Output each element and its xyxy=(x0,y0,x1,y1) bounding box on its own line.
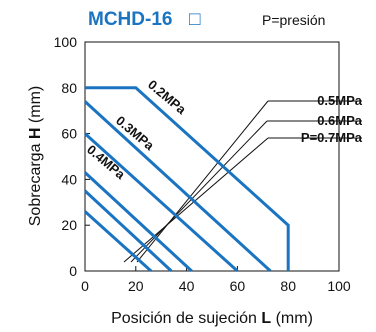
leader-line xyxy=(123,137,269,263)
series-line xyxy=(83,171,193,273)
y-tick-label: 60 xyxy=(61,126,77,142)
chart-title: MCHD-16 xyxy=(88,9,172,30)
y-tick-label: 80 xyxy=(61,80,77,96)
series-label: P=0.7MPa xyxy=(301,130,363,145)
y-axis-ticks: 0 20 40 60 80 100 xyxy=(54,34,90,279)
x-tick-label: 20 xyxy=(128,278,144,294)
x-tick-label: 60 xyxy=(230,278,246,294)
x-tick-label: 0 xyxy=(81,278,89,294)
plot-area xyxy=(84,41,340,272)
y-tick-label: 100 xyxy=(54,34,78,50)
leader-line xyxy=(136,100,269,263)
series-line xyxy=(83,189,173,273)
x-axis-label: Posición de sujeción L (mm) xyxy=(111,310,313,327)
series-line xyxy=(83,132,239,273)
y-tick-label: 40 xyxy=(61,171,77,187)
y-tick-label: 20 xyxy=(61,217,77,233)
title-box-symbol: □ xyxy=(189,9,201,30)
series-line xyxy=(83,210,153,273)
x-axis-ticks: 0 20 40 60 80 100 xyxy=(81,266,351,294)
series-line xyxy=(85,86,290,271)
y-tick-label: 0 xyxy=(69,263,77,279)
series-label: 0.6MPa xyxy=(317,113,363,128)
pressure-note: P=presión xyxy=(262,12,325,28)
x-tick-label: 40 xyxy=(179,278,195,294)
x-tick-label: 100 xyxy=(327,278,351,294)
leader-line xyxy=(130,120,268,263)
label-leader-lines xyxy=(123,100,362,263)
series-lines xyxy=(83,86,290,273)
series-label: 0.5MPa xyxy=(317,93,363,108)
series-line xyxy=(83,100,272,273)
series-label: 0.2MPa xyxy=(145,77,190,118)
x-tick-label: 80 xyxy=(280,278,296,294)
y-axis-label: Sobrecarga H (mm) xyxy=(27,86,44,227)
